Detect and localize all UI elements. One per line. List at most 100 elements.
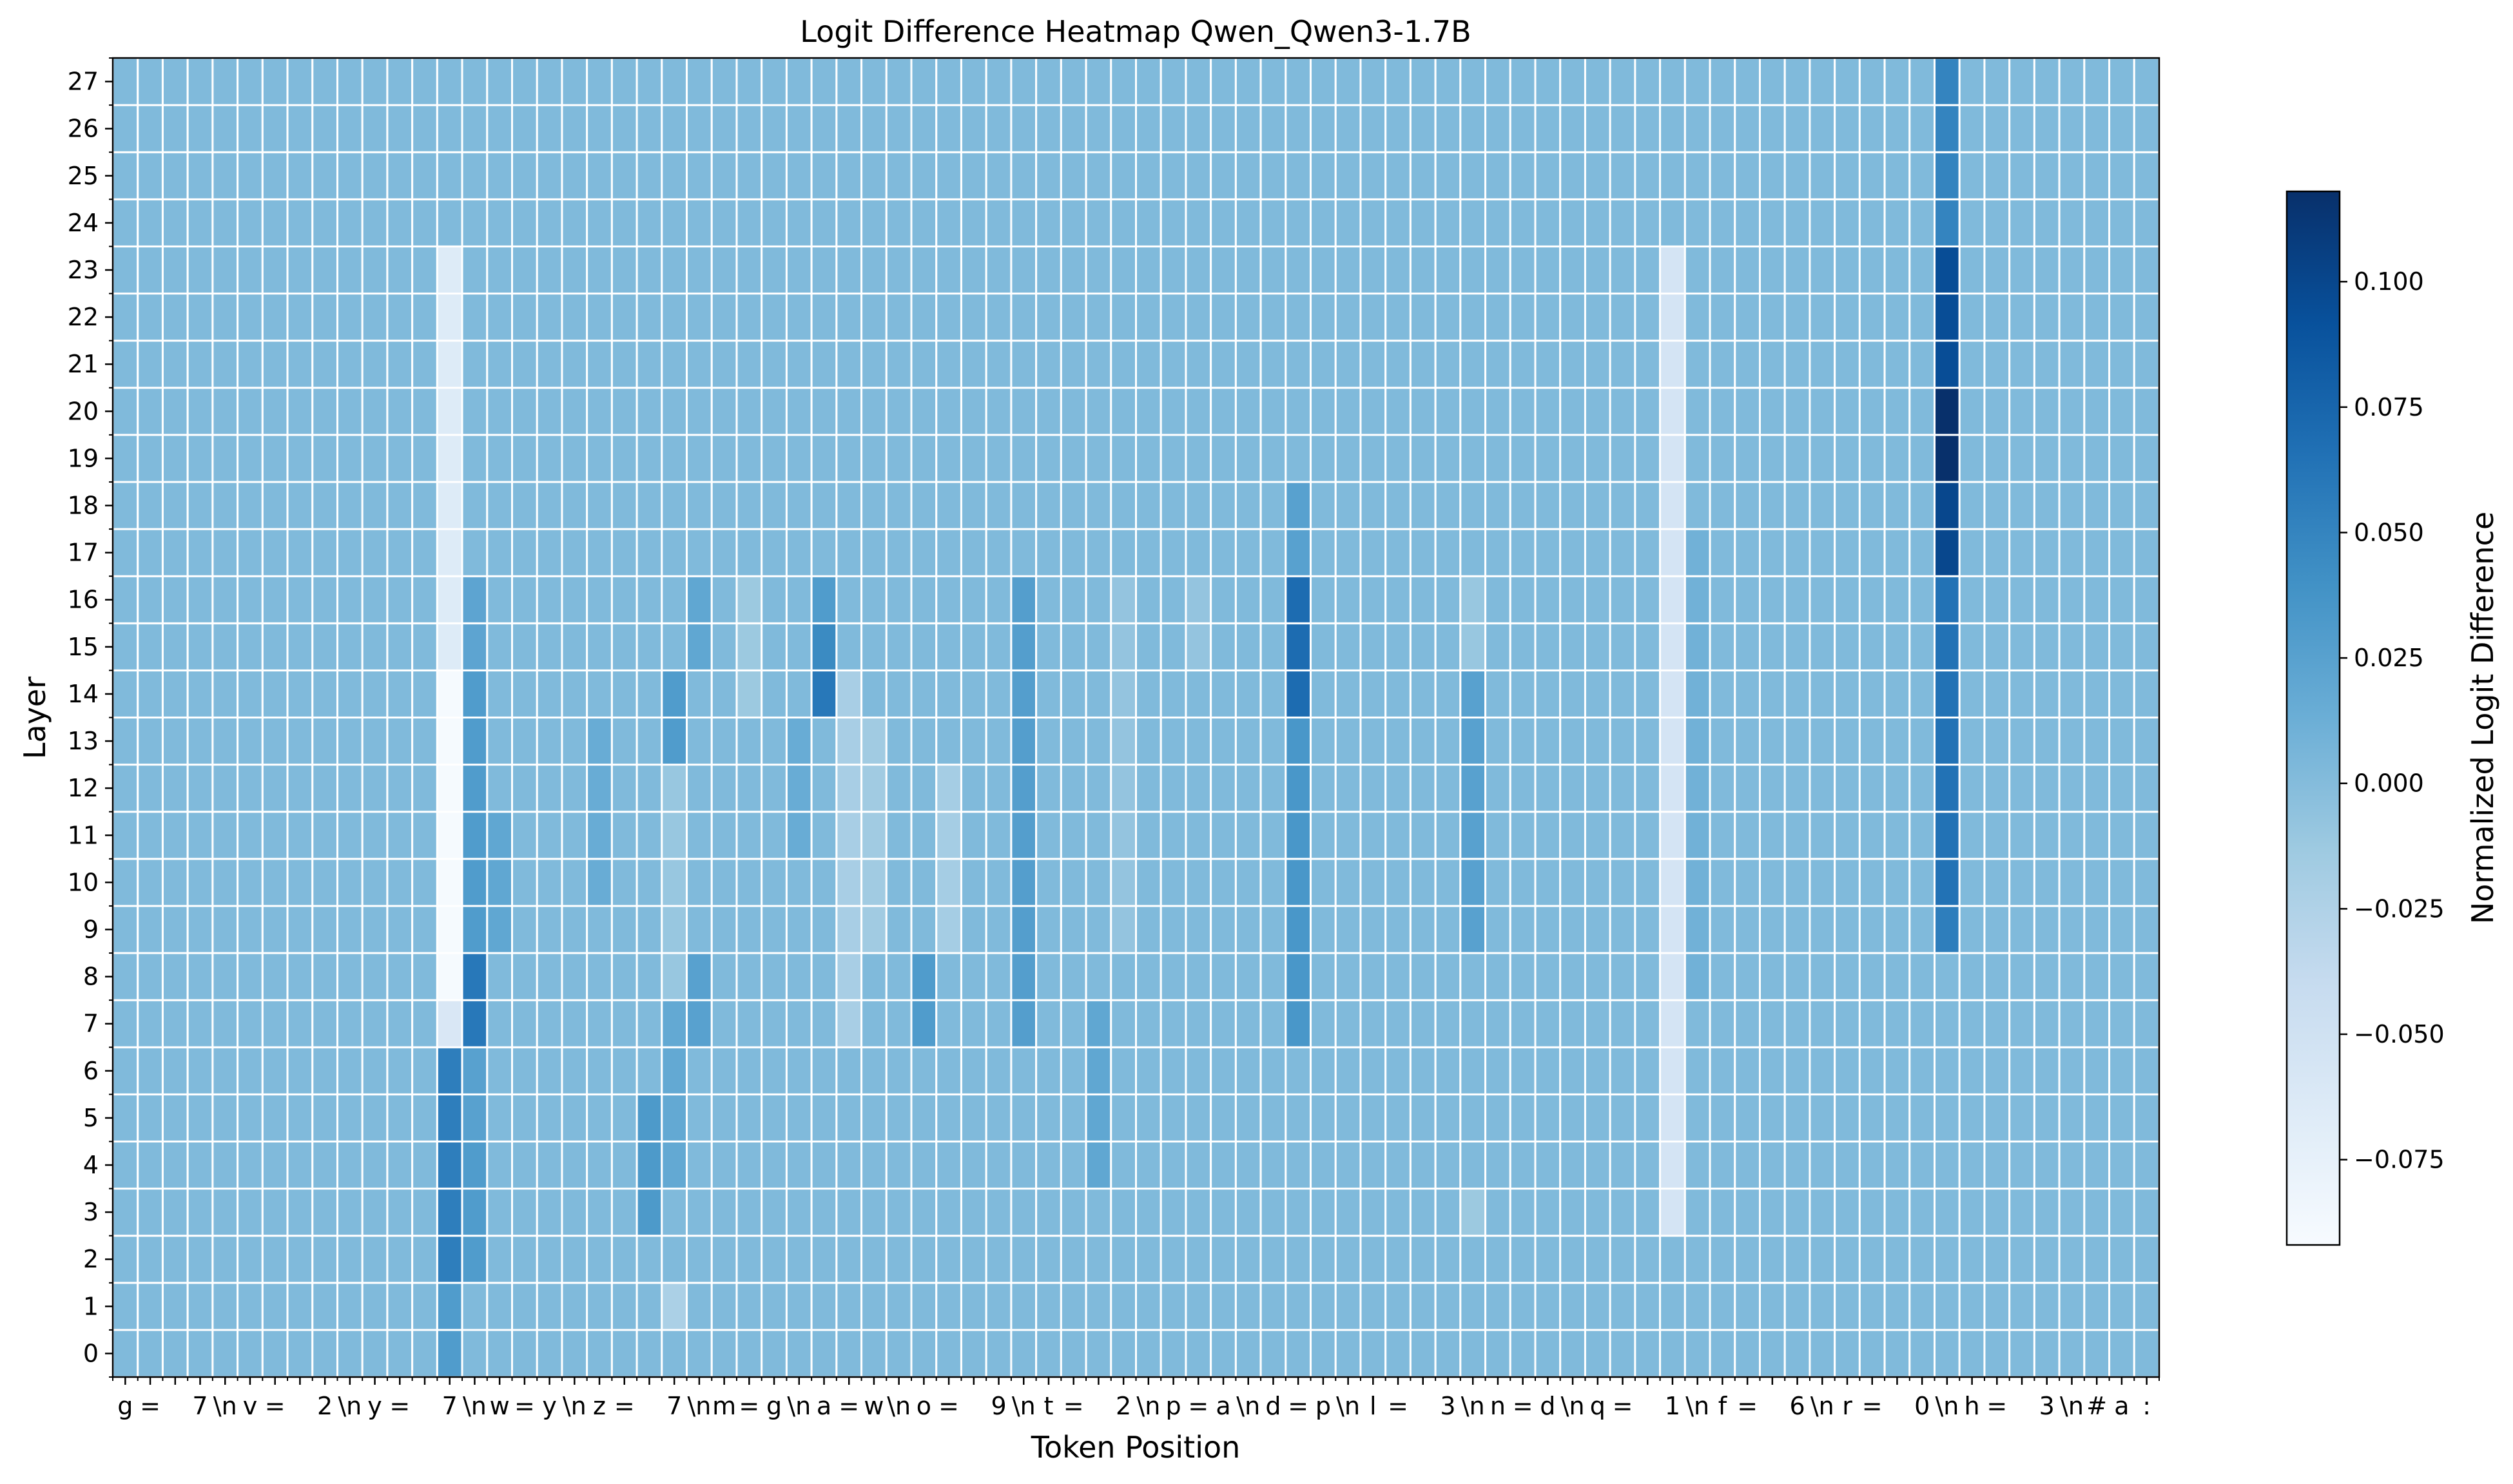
x-tick-label: # — [2086, 1392, 2107, 1420]
heatmap-cell — [1659, 905, 1686, 954]
heatmap-cell — [211, 1329, 239, 1378]
heatmap-cell — [137, 1093, 164, 1142]
heatmap-cell — [1185, 1329, 1212, 1378]
heatmap-cell — [1758, 858, 1786, 907]
heatmap-cell — [735, 104, 763, 153]
heatmap-cell — [1534, 481, 1562, 530]
heatmap-cell — [2058, 1329, 2086, 1378]
heatmap-cell — [860, 952, 888, 1001]
heatmap-cell — [1310, 999, 1337, 1048]
heatmap-cell — [985, 622, 1013, 671]
heatmap-cell — [1334, 999, 1362, 1048]
heatmap-cell — [686, 1282, 713, 1331]
heatmap-cell — [1110, 151, 1138, 200]
heatmap-cell — [1809, 717, 1836, 766]
heatmap-cell — [1809, 858, 1836, 907]
heatmap-cell — [1185, 1282, 1212, 1331]
heatmap-cell — [336, 717, 364, 766]
heatmap-cell — [1934, 1282, 1961, 1331]
heatmap-cell — [112, 340, 139, 389]
heatmap-cell — [211, 104, 239, 153]
heatmap-cell — [710, 151, 738, 200]
heatmap-cell — [960, 293, 987, 342]
heatmap-cell — [661, 764, 688, 813]
heatmap-cell — [461, 198, 489, 247]
heatmap-cell — [561, 528, 588, 577]
heatmap-cell — [1359, 198, 1387, 247]
heatmap-cell — [1559, 669, 1586, 719]
heatmap-cell — [1135, 858, 1162, 907]
heatmap-cell — [1983, 293, 2011, 342]
heatmap-cell — [810, 1188, 838, 1237]
heatmap-cell — [1384, 1140, 1412, 1190]
heatmap-cell — [1110, 905, 1138, 954]
heatmap-cell — [1459, 622, 1487, 671]
heatmap-cell — [735, 434, 763, 483]
heatmap-cell — [935, 151, 962, 200]
heatmap-cell — [785, 1093, 813, 1142]
heatmap-cell — [1559, 858, 1586, 907]
heatmap-cell — [1060, 952, 1087, 1001]
heatmap-cell — [1683, 811, 1711, 860]
heatmap-cell — [2008, 293, 2035, 342]
heatmap-cell — [710, 952, 738, 1001]
heatmap-cell — [1709, 387, 1736, 436]
heatmap-cell — [186, 1282, 214, 1331]
heatmap-cell — [960, 622, 987, 671]
heatmap-cell — [1434, 1046, 1462, 1095]
heatmap-cell — [1310, 575, 1337, 624]
heatmap-cell — [1809, 481, 1836, 530]
heatmap-cell — [1734, 999, 1761, 1048]
heatmap-cell — [761, 57, 788, 106]
heatmap-cell — [1459, 434, 1487, 483]
heatmap-cell — [1609, 622, 1636, 671]
heatmap-cell — [1334, 622, 1362, 671]
heatmap-cell — [636, 999, 663, 1048]
heatmap-cell — [1934, 481, 1961, 530]
heatmap-cell — [1834, 1235, 1861, 1284]
x-tick-label: w — [490, 1392, 510, 1420]
heatmap-cell — [1085, 104, 1112, 153]
heatmap-cell — [211, 340, 239, 389]
heatmap-cell — [1609, 1282, 1636, 1331]
heatmap-cell — [261, 717, 289, 766]
heatmap-cell — [1559, 575, 1586, 624]
heatmap-cell — [960, 340, 987, 389]
heatmap-cell — [1734, 1282, 1761, 1331]
y-tick-label: 17 — [68, 539, 99, 567]
heatmap-cell — [1185, 1235, 1212, 1284]
heatmap-cell — [1709, 764, 1736, 813]
heatmap-cell — [1035, 1188, 1062, 1237]
heatmap-cell — [237, 669, 264, 719]
heatmap-cell — [960, 1282, 987, 1331]
heatmap-cell — [1384, 151, 1412, 200]
heatmap-cell — [361, 434, 389, 483]
heatmap-cell — [137, 811, 164, 860]
heatmap-cell — [436, 293, 463, 342]
heatmap-cell — [1609, 764, 1636, 813]
heatmap-cell — [636, 57, 663, 106]
heatmap-cell — [561, 575, 588, 624]
heatmap-cell — [985, 151, 1013, 200]
heatmap-cell — [1334, 858, 1362, 907]
heatmap-cell — [1484, 811, 1511, 860]
heatmap-cell — [985, 1046, 1013, 1095]
heatmap-cell — [1509, 434, 1537, 483]
heatmap-cell — [1609, 858, 1636, 907]
heatmap-cell — [1010, 1282, 1038, 1331]
heatmap-cell — [1234, 1235, 1262, 1284]
heatmap-cell — [1834, 1188, 1861, 1237]
heatmap-cell — [985, 1282, 1013, 1331]
heatmap-cell — [1434, 764, 1462, 813]
heatmap-cell — [411, 340, 438, 389]
heatmap-cell — [1434, 340, 1462, 389]
heatmap-cell — [935, 858, 962, 907]
heatmap-cell — [2133, 1235, 2160, 1284]
heatmap-cell — [586, 811, 613, 860]
heatmap-cell — [1135, 198, 1162, 247]
heatmap-cell — [1509, 293, 1537, 342]
heatmap-cell — [1210, 1046, 1237, 1095]
heatmap-cell — [237, 198, 264, 247]
heatmap-cell — [761, 340, 788, 389]
heatmap-cell — [561, 669, 588, 719]
